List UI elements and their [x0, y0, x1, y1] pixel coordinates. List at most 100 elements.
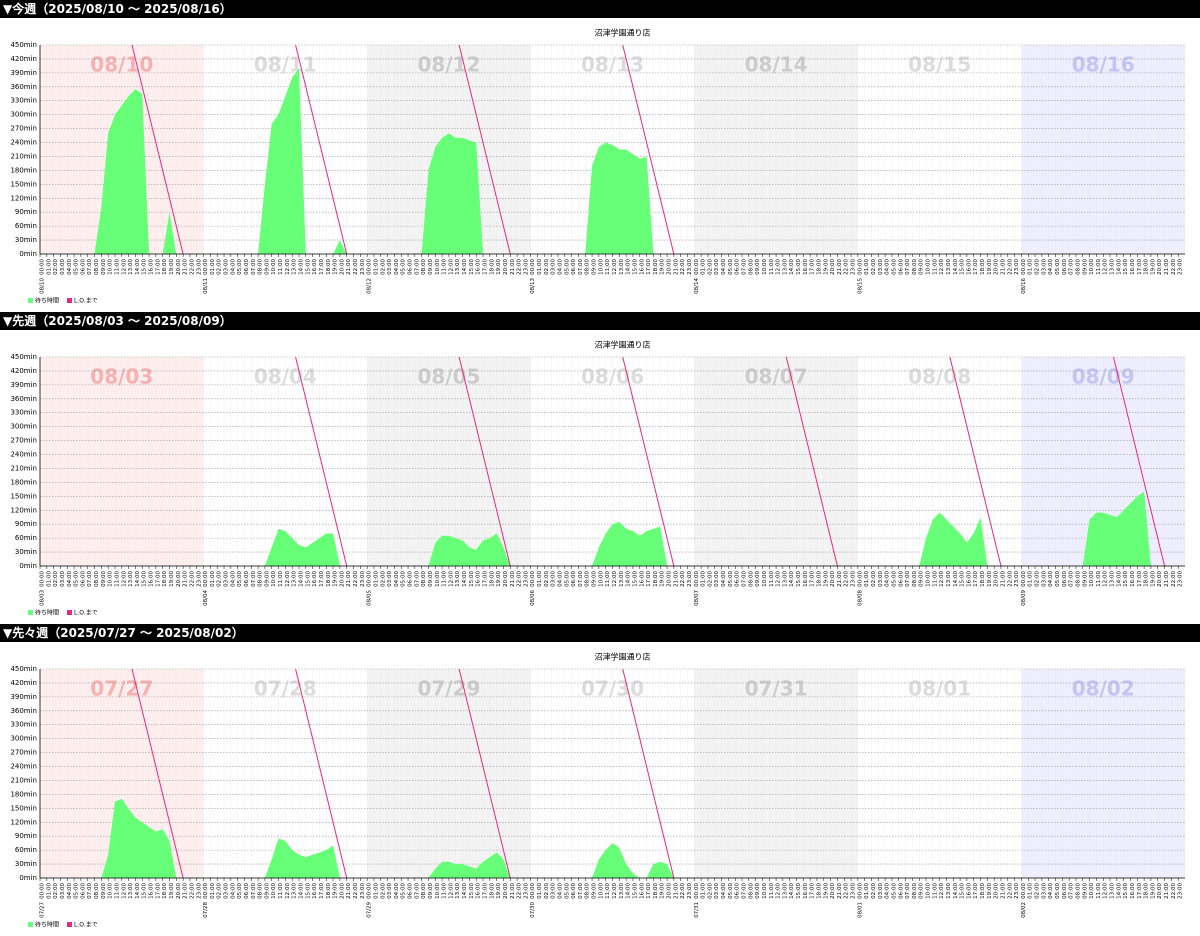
x-tick-label: 09:00	[264, 571, 270, 587]
x-tick-label: 06:00	[80, 883, 86, 899]
x-tick-label: 23:00	[196, 259, 202, 275]
x-tick-label: 08:00	[1075, 883, 1081, 899]
x-tick-label: 20:00	[667, 571, 673, 587]
y-tick-label: 90min	[15, 520, 37, 528]
x-tick-label: 02:00	[544, 883, 550, 899]
y-tick-label: 450min	[10, 665, 37, 673]
x-tick-label: 06:00	[735, 883, 741, 899]
x-tick-label: 07:00	[87, 571, 93, 587]
x-tick-label: 06:00	[571, 571, 577, 587]
x-tick-label: 22:00	[353, 883, 359, 899]
x-tick-label: 03:00	[714, 571, 720, 587]
x-tick-label: 07:00	[1069, 259, 1075, 275]
x-tick-label: 17:00	[319, 571, 325, 587]
y-tick-label: 150min	[10, 492, 37, 500]
x-tick-label: 21:00	[1164, 571, 1170, 587]
x-tick-label: 21:00	[510, 259, 516, 275]
y-tick-label: 120min	[10, 818, 37, 826]
x-tick-label: 06:00	[244, 883, 250, 899]
x-tick-label: 01:00	[537, 883, 543, 899]
x-tick-label: 23:00	[1178, 883, 1184, 899]
x-tick-label: 02:00	[707, 883, 713, 899]
x-tick-label: 19:00	[987, 883, 993, 899]
x-tick-label: 17:00	[1137, 571, 1143, 587]
x-tick-label: 09:00	[592, 571, 598, 587]
last-order-line	[131, 669, 675, 878]
x-tick-label: 10:00	[598, 883, 604, 899]
x-tick-label: 11:00	[932, 571, 938, 587]
x-tick-label: 19:00	[333, 883, 339, 899]
y-tick-label: 360min	[10, 707, 37, 715]
x-tick-label: 00:00	[1021, 883, 1027, 899]
x-tick-label: 14:00	[789, 883, 795, 899]
x-tick-label: 11:00	[1096, 571, 1102, 587]
day-watermark: 08/09	[1072, 365, 1135, 389]
x-tick-label: 04:00	[230, 883, 236, 899]
x-tick-label: 12:00	[448, 571, 454, 587]
x-tick-label: 09:00	[1082, 571, 1088, 587]
day-watermark: 07/27	[90, 677, 153, 701]
x-tick-label: 09:00	[755, 883, 761, 899]
x-tick-label: 13:00	[782, 571, 788, 587]
x-tick-label: 04:00	[557, 883, 563, 899]
x-tick-label: 23:00	[687, 259, 693, 275]
x-tick-label: 20:00	[339, 259, 345, 275]
x-day-label: 08/09	[1021, 590, 1027, 606]
x-tick-label: 07:00	[251, 571, 257, 587]
x-tick-label: 20:00	[994, 571, 1000, 587]
x-tick-label: 13:00	[128, 883, 134, 899]
x-tick-label: 02:00	[217, 883, 223, 899]
x-tick-label: 14:00	[135, 883, 141, 899]
x-tick-label: 10:00	[1089, 883, 1095, 899]
x-tick-label: 21:00	[1000, 571, 1006, 587]
x-tick-label: 11:00	[1096, 883, 1102, 899]
x-tick-label: 04:00	[721, 571, 727, 587]
x-tick-label: 01:00	[373, 259, 379, 275]
x-tick-label: 09:00	[592, 259, 598, 275]
x-tick-label: 03:00	[878, 883, 884, 899]
y-tick-label: 420min	[10, 367, 37, 375]
x-tick-label: 08:00	[94, 571, 100, 587]
x-tick-label: 01:00	[537, 259, 543, 275]
x-tick-label: 06:00	[1062, 259, 1068, 275]
x-tick-label: 04:00	[230, 571, 236, 587]
x-tick-label: 09:00	[264, 259, 270, 275]
x-day-label: 08/12	[367, 278, 373, 294]
x-tick-label: 05:00	[564, 259, 570, 275]
y-tick-label: 270min	[10, 125, 37, 133]
x-tick-label: 06:00	[735, 259, 741, 275]
x-tick-label: 12:00	[1103, 259, 1109, 275]
x-day-label: 07/28	[203, 902, 209, 918]
x-tick-label: 12:00	[121, 571, 127, 587]
x-tick-label: 07:00	[578, 883, 584, 899]
x-tick-label: 20:00	[830, 883, 836, 899]
x-tick-label: 20:00	[1157, 259, 1163, 275]
x-tick-label: 16:00	[803, 883, 809, 899]
x-tick-label: 05:00	[564, 883, 570, 899]
x-tick-label: 05:00	[1055, 259, 1061, 275]
x-tick-label: 11:00	[605, 259, 611, 275]
x-tick-label: 18:00	[326, 883, 332, 899]
x-tick-label: 23:00	[1014, 571, 1020, 587]
x-tick-label: 18:00	[653, 259, 659, 275]
x-tick-label: 12:00	[448, 259, 454, 275]
x-tick-label: 16:00	[476, 259, 482, 275]
x-tick-label: 05:00	[891, 259, 897, 275]
x-tick-label: 23:00	[1014, 883, 1020, 899]
x-tick-label: 12:00	[939, 571, 945, 587]
x-tick-label: 11:00	[442, 883, 448, 899]
x-tick-label: 13:00	[782, 883, 788, 899]
x-tick-label: 05:00	[237, 571, 243, 587]
x-tick-label: 06:00	[408, 571, 414, 587]
x-tick-label: 19:00	[823, 571, 829, 587]
x-tick-label: 13:00	[292, 571, 298, 587]
y-tick-label: 390min	[10, 381, 37, 389]
y-tick-label: 90min	[15, 208, 37, 216]
x-tick-label: 21:00	[510, 571, 516, 587]
chart-title: 沼津学園通り店	[595, 340, 651, 350]
x-tick-label: 10:00	[926, 883, 932, 899]
x-tick-label: 00:00	[203, 259, 209, 275]
x-tick-label: 15:00	[305, 883, 311, 899]
x-tick-label: 19:00	[987, 571, 993, 587]
day-watermark: 08/02	[1072, 677, 1135, 701]
